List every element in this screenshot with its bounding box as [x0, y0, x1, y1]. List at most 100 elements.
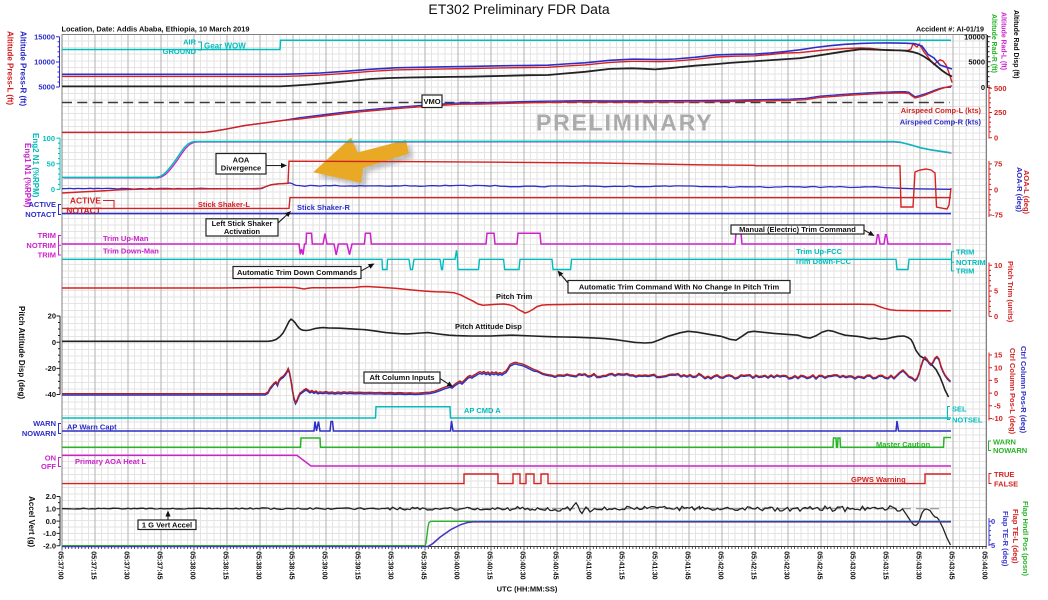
svg-text:50: 50 [47, 160, 55, 169]
svg-text:AP CMD A: AP CMD A [464, 406, 501, 415]
svg-text:05:38:45: 05:38:45 [288, 551, 296, 579]
svg-text:05:40:00: 05:40:00 [453, 551, 461, 579]
svg-text:ACTIVE: ACTIVE [28, 200, 56, 209]
svg-text:-5: -5 [994, 402, 1001, 411]
svg-text:05:42:15: 05:42:15 [750, 551, 758, 579]
svg-text:Altitude Rad Disp (ft): Altitude Rad Disp (ft) [1012, 10, 1019, 79]
svg-text:5: 5 [994, 376, 998, 385]
svg-text:05:41:45: 05:41:45 [684, 551, 692, 579]
svg-text:Aft Column Inputs: Aft Column Inputs [370, 373, 435, 382]
svg-text:Pitch Trim: Pitch Trim [496, 292, 533, 301]
svg-text:-2.0: -2.0 [43, 541, 56, 550]
svg-text:1.0: 1.0 [46, 505, 56, 514]
svg-text:TRIM: TRIM [38, 231, 56, 240]
svg-text:AOA-R (deg): AOA-R (deg) [1015, 167, 1024, 212]
svg-text:Ctrl Column Pos-R (deg): Ctrl Column Pos-R (deg) [1019, 346, 1028, 434]
svg-text:PRELIMINARY: PRELIMINARY [536, 110, 713, 136]
svg-text:10: 10 [994, 261, 1002, 270]
svg-text:AP Warn Capt: AP Warn Capt [67, 422, 117, 431]
svg-text:05:40:15: 05:40:15 [486, 551, 494, 579]
svg-text:05:37:45: 05:37:45 [156, 551, 164, 579]
svg-text:-40: -40 [45, 390, 56, 399]
svg-text:05:40:45: 05:40:45 [552, 551, 560, 579]
svg-text:05:44:00: 05:44:00 [981, 551, 989, 579]
svg-text:Trim Down-Man: Trim Down-Man [103, 246, 159, 255]
svg-text:Altitude Rad-L (ft): Altitude Rad-L (ft) [1000, 12, 1007, 70]
svg-text:WARN: WARN [993, 438, 1016, 447]
svg-text:TRIM: TRIM [956, 247, 974, 256]
svg-text:05:42:00: 05:42:00 [717, 551, 725, 579]
svg-text:FALSE: FALSE [994, 480, 1018, 489]
svg-text:TRIM: TRIM [956, 267, 974, 276]
svg-text:0: 0 [994, 134, 998, 143]
svg-text:Pitch Trim (units): Pitch Trim (units) [1006, 261, 1015, 323]
svg-text:05:37:00: 05:37:00 [57, 551, 65, 579]
svg-text:0: 0 [981, 83, 985, 92]
svg-text:05:40:30: 05:40:30 [519, 551, 527, 579]
svg-text:Trim Up-Man: Trim Up-Man [103, 234, 149, 243]
svg-text:NOTRIM: NOTRIM [956, 258, 986, 267]
svg-text:250: 250 [994, 108, 1007, 117]
svg-text:TRIM: TRIM [38, 251, 56, 260]
svg-text:NOWARN: NOWARN [993, 446, 1027, 455]
svg-text:0: 0 [994, 389, 998, 398]
svg-text:VMO: VMO [423, 97, 440, 106]
svg-text:0: 0 [52, 338, 56, 347]
svg-text:20: 20 [48, 312, 56, 321]
svg-text:0: 0 [994, 185, 998, 194]
svg-text:SEL: SEL [952, 405, 967, 414]
svg-text:05:42:45: 05:42:45 [816, 551, 824, 579]
svg-text:-10: -10 [992, 414, 1003, 423]
svg-text:NOTSEL: NOTSEL [952, 416, 983, 425]
svg-text:Left Stick Shaker: Left Stick Shaker [212, 219, 273, 228]
svg-text:ET302 Preliminary FDR Data: ET302 Preliminary FDR Data [428, 1, 609, 17]
svg-text:AOA: AOA [233, 155, 250, 164]
svg-text:2.0: 2.0 [46, 492, 56, 501]
svg-text:05:43:00: 05:43:00 [849, 551, 857, 579]
svg-text:OFF: OFF [41, 462, 56, 471]
svg-text:WARN: WARN [33, 419, 56, 428]
svg-text:05:37:30: 05:37:30 [123, 551, 131, 579]
svg-text:Flap TE-L (deg): Flap TE-L (deg) [1011, 509, 1020, 564]
svg-text:Altitude Press-L (ft): Altitude Press-L (ft) [6, 31, 15, 105]
svg-text:Trim Up-FCC: Trim Up-FCC [796, 247, 842, 256]
svg-text:5000: 5000 [38, 83, 55, 92]
svg-text:Stick Shaker-R: Stick Shaker-R [297, 203, 351, 212]
svg-text:Eng2 N1 (%RPM): Eng2 N1 (%RPM) [31, 133, 40, 198]
svg-text:5000: 5000 [968, 57, 985, 66]
svg-text:TRUE: TRUE [994, 470, 1014, 479]
svg-text:NOTACT: NOTACT [66, 205, 102, 215]
svg-text:Stick Shaker-L: Stick Shaker-L [198, 200, 251, 209]
svg-text:Divergence: Divergence [221, 163, 261, 172]
svg-text:Gear WOW: Gear WOW [204, 41, 246, 50]
svg-text:GPWS Warning: GPWS Warning [851, 475, 906, 484]
svg-text:Automatic Trim Command With No: Automatic Trim Command With No Change In… [579, 282, 780, 291]
svg-text:UTC (HH:MM:SS): UTC (HH:MM:SS) [497, 585, 558, 594]
svg-text:ON: ON [45, 454, 56, 463]
svg-text:0.0: 0.0 [46, 517, 56, 526]
svg-text:05:38:15: 05:38:15 [222, 551, 230, 579]
svg-text:AIR: AIR [183, 37, 197, 46]
svg-text:Flap Hndl Pos (posn): Flap Hndl Pos (posn) [1021, 501, 1030, 576]
svg-text:05:38:30: 05:38:30 [255, 551, 263, 579]
svg-text:GROUND: GROUND [163, 47, 197, 56]
svg-text:0: 0 [51, 185, 55, 194]
svg-text:10000: 10000 [964, 32, 985, 41]
svg-text:Automatic Trim Down Commands: Automatic Trim Down Commands [237, 268, 357, 277]
svg-text:500: 500 [994, 84, 1007, 93]
svg-text:Accident #: AI-01/19: Accident #: AI-01/19 [916, 24, 984, 33]
svg-text:Pitch Attitude Disp: Pitch Attitude Disp [455, 322, 522, 331]
svg-text:Altitude Press-R (ft): Altitude Press-R (ft) [19, 31, 28, 106]
svg-text:Pitch Attitude Disp (deg): Pitch Attitude Disp (deg) [17, 306, 26, 399]
svg-text:Altitude Rad-R (ft): Altitude Rad-R (ft) [990, 14, 997, 73]
svg-text:05:39:45: 05:39:45 [420, 551, 428, 579]
svg-text:75: 75 [994, 160, 1002, 169]
svg-text:NOWARN: NOWARN [22, 429, 56, 438]
svg-text:05:41:30: 05:41:30 [651, 551, 659, 579]
svg-text:1 G Vert Accel: 1 G Vert Accel [142, 520, 192, 529]
svg-text:0: 0 [991, 517, 995, 526]
svg-text:Airspeed Comp-L (kts): Airspeed Comp-L (kts) [901, 106, 982, 115]
svg-text:Activation: Activation [224, 227, 261, 236]
svg-text:-75: -75 [992, 211, 1003, 220]
svg-text:15: 15 [994, 351, 1002, 360]
